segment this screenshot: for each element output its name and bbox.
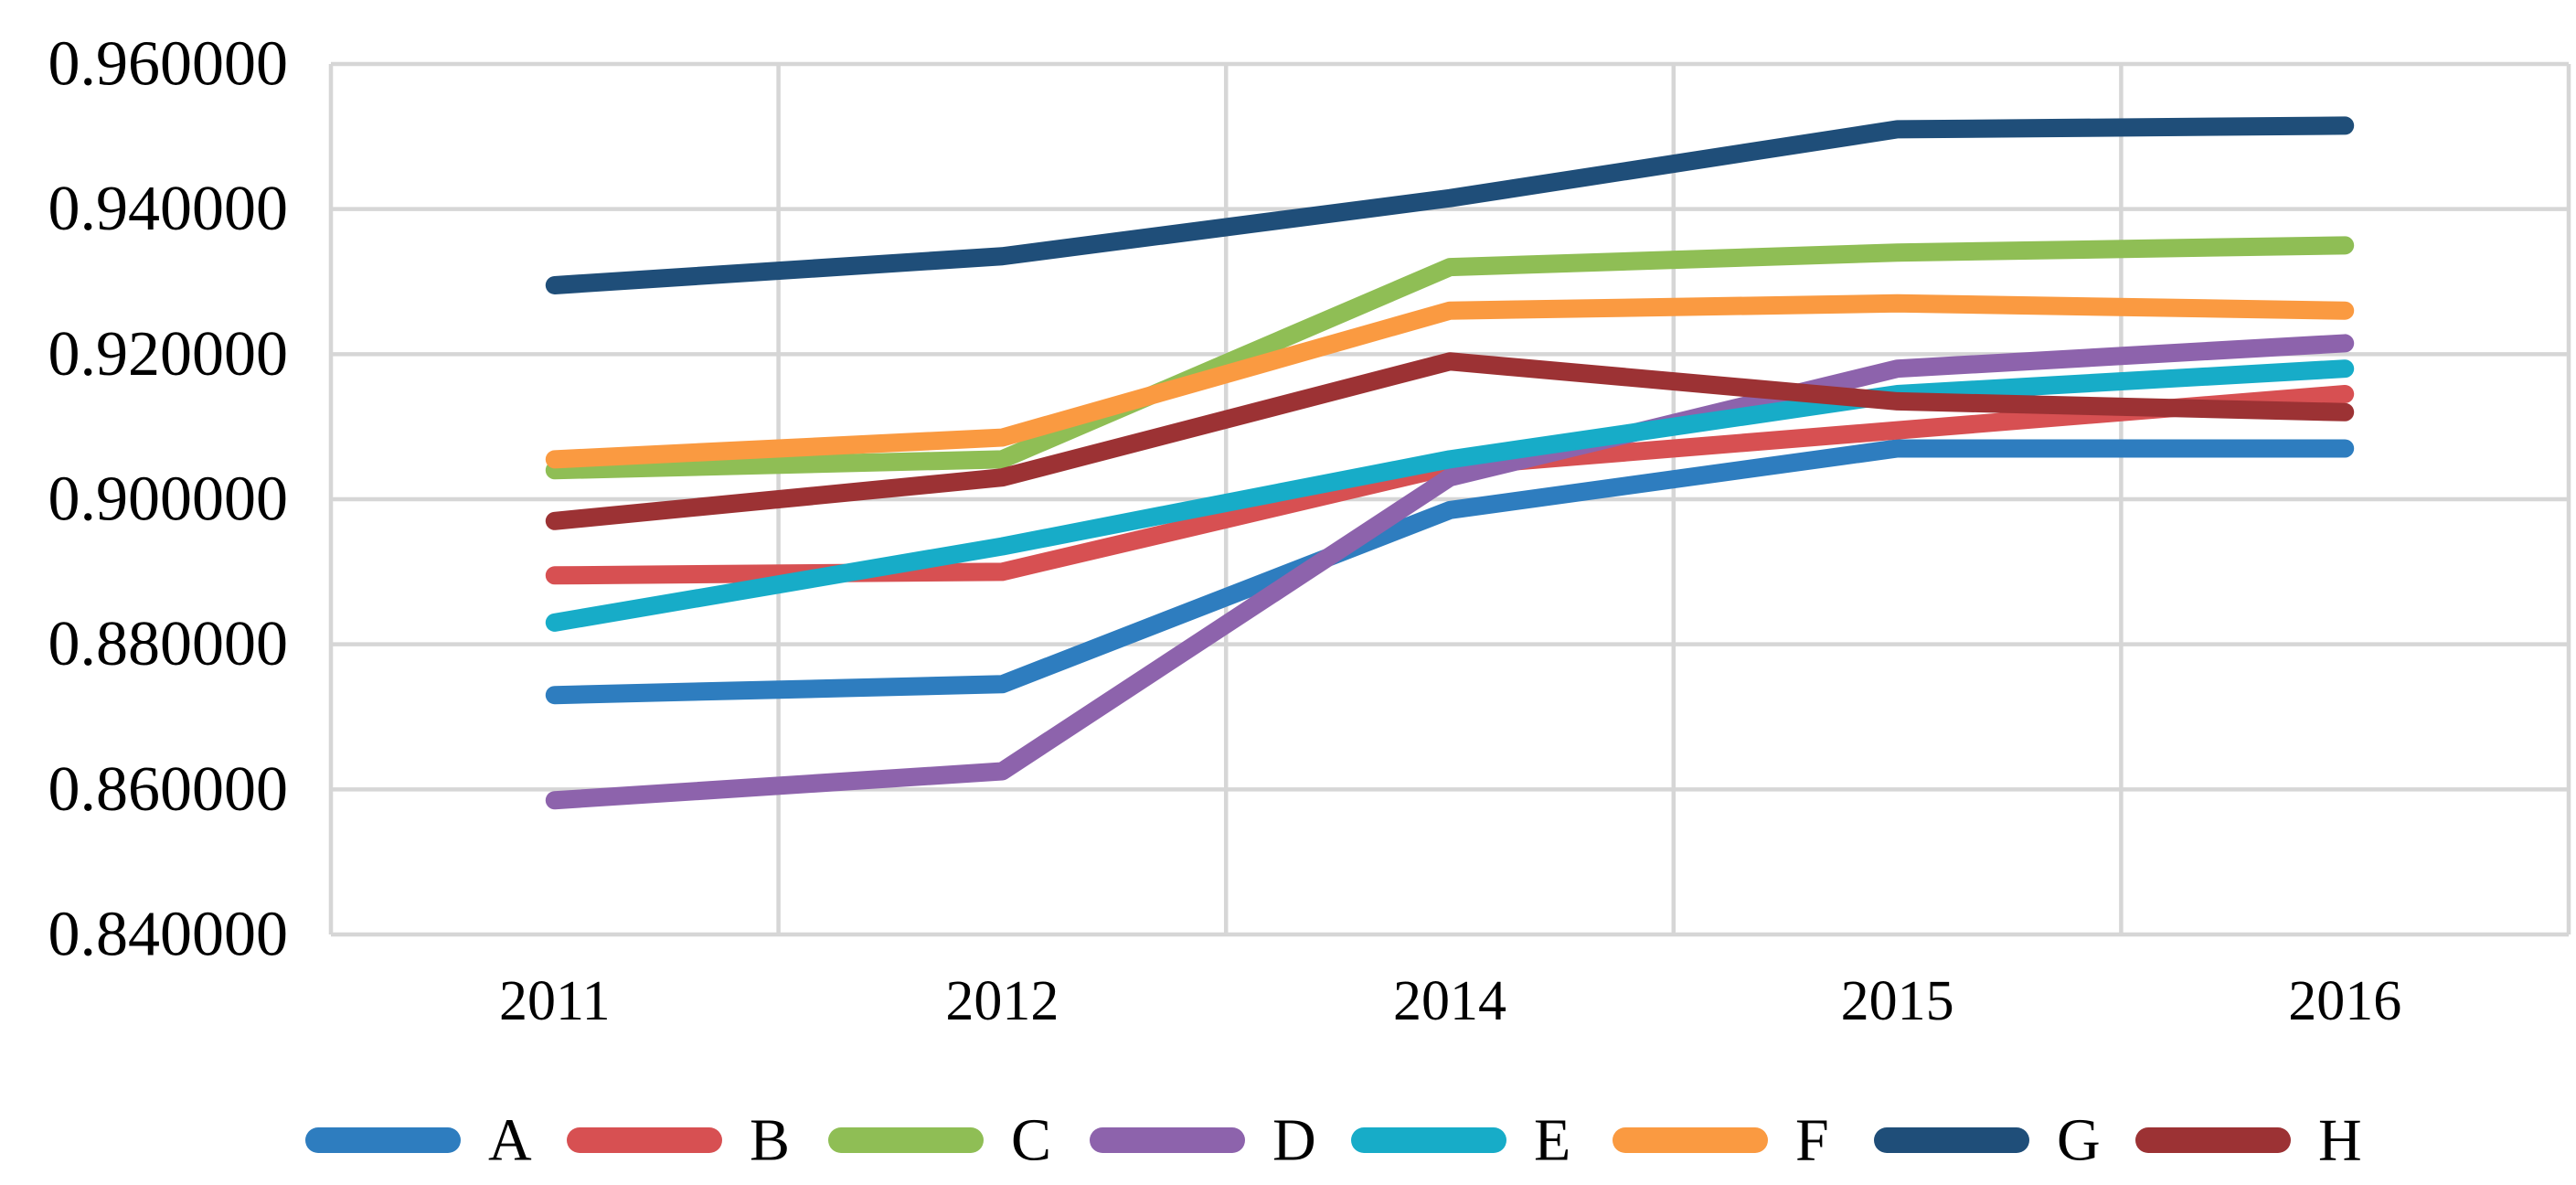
series-line-C xyxy=(545,236,2355,480)
legend-item-C: C xyxy=(828,1107,1051,1174)
legend-swatch-E xyxy=(1351,1127,1506,1153)
legend-item-D: D xyxy=(1090,1107,1316,1174)
x-axis-tick-label: 2012 xyxy=(945,970,1059,1032)
legend-label-C: C xyxy=(1011,1107,1051,1174)
legend-item-F: F xyxy=(1613,1107,1829,1174)
x-axis-tick-labels: 2011 2012 2014 2015 2016 xyxy=(499,970,2401,1032)
series-line-E xyxy=(545,359,2355,632)
y-axis-tick-labels: 0.960000 0.940000 0.920000 0.900000 0.880000… xyxy=(48,29,289,970)
y-axis-tick-label: 0.900000 xyxy=(48,464,289,535)
x-axis-tick-label: 2014 xyxy=(1393,970,1506,1032)
y-axis-tick-label: 0.920000 xyxy=(48,319,289,390)
series-line-F xyxy=(545,294,2355,469)
legend-label-D: D xyxy=(1272,1107,1316,1174)
legend-swatch-F xyxy=(1613,1127,1768,1153)
chart-legend: A B C D E F G H xyxy=(305,1107,2362,1174)
legend-label-H: H xyxy=(2318,1107,2362,1174)
y-axis-tick-label: 0.840000 xyxy=(48,900,289,970)
x-axis-tick-label: 2015 xyxy=(1841,970,1954,1032)
x-axis-tick-label: 2011 xyxy=(499,970,611,1032)
legend-swatch-G xyxy=(1874,1127,2029,1153)
y-axis-tick-label: 0.860000 xyxy=(48,754,289,825)
y-axis-tick-label: 0.940000 xyxy=(48,174,289,244)
y-axis-tick-label: 0.960000 xyxy=(48,29,289,100)
x-axis-tick-label: 2016 xyxy=(2288,970,2401,1032)
series-lines xyxy=(545,116,2355,810)
legend-item-B: B xyxy=(567,1107,790,1174)
legend-item-G: G xyxy=(1874,1107,2101,1174)
legend-label-G: G xyxy=(2057,1107,2101,1174)
legend-label-B: B xyxy=(750,1107,790,1174)
legend-swatch-A xyxy=(305,1127,461,1153)
legend-swatch-B xyxy=(567,1127,722,1153)
series-line-D xyxy=(545,334,2355,810)
legend-swatch-C xyxy=(828,1127,984,1153)
legend-label-E: E xyxy=(1534,1107,1570,1174)
y-axis-tick-label: 0.880000 xyxy=(48,609,289,679)
legend-swatch-H xyxy=(2135,1127,2291,1153)
series-line-H xyxy=(545,352,2355,530)
legend-item-H: H xyxy=(2135,1107,2362,1174)
legend-item-E: E xyxy=(1351,1107,1570,1174)
legend-label-F: F xyxy=(1795,1107,1829,1174)
series-line-A xyxy=(545,439,2355,705)
series-line-G xyxy=(545,116,2355,294)
legend-swatch-D xyxy=(1090,1127,1245,1153)
legend-label-A: A xyxy=(488,1107,532,1174)
legend-item-A: A xyxy=(305,1107,532,1174)
